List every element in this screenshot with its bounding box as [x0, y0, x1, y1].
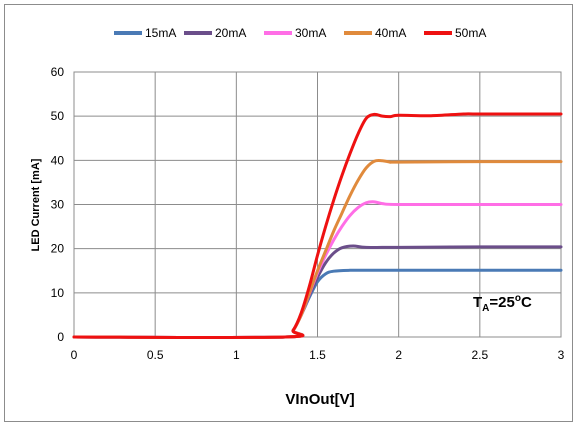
annotation-rest: =25: [489, 294, 514, 311]
x-tick-label: 0.5: [147, 348, 164, 362]
legend-label-30ma: 30mA: [295, 26, 326, 40]
temperature-annotation: TA=25oC: [473, 293, 532, 314]
y-tick-label: 10: [51, 286, 65, 300]
grid-lines: [74, 71, 561, 337]
series-lines: [72, 112, 563, 339]
annotation-main: T: [473, 294, 482, 311]
y-tick-label: 20: [51, 242, 65, 256]
y-tick-label: 50: [51, 109, 65, 123]
x-tick-label: 2: [395, 348, 402, 362]
y-tick-label: 0: [57, 330, 64, 344]
legend: 15mA 20mA 30mA 40mA 50mA: [114, 26, 486, 40]
legend-label-15ma: 15mA: [145, 26, 176, 40]
x-tick-label: 2.5: [471, 348, 488, 362]
x-axis-title: VInOut[V]: [285, 391, 354, 408]
annotation-sup: o: [515, 293, 521, 304]
y-tick-label: 30: [51, 198, 65, 212]
y-tick-label: 40: [51, 153, 65, 167]
annotation-sub: A: [482, 303, 489, 314]
x-tick-label: 0: [71, 348, 78, 362]
annotation-unit: C: [521, 294, 532, 311]
x-tick-label: 1: [233, 348, 240, 362]
series-line-50ma: [72, 112, 563, 339]
legend-label-50ma: 50mA: [455, 26, 486, 40]
x-tick-label: 1.5: [309, 348, 326, 362]
x-tick-label: 3: [558, 348, 565, 362]
legend-label-40ma: 40mA: [375, 26, 406, 40]
legend-label-20ma: 20mA: [215, 26, 246, 40]
chart-frame: [4, 4, 573, 422]
y-axis-title: LED Current [mA]: [30, 158, 42, 251]
y-tick-label: 60: [51, 65, 65, 79]
